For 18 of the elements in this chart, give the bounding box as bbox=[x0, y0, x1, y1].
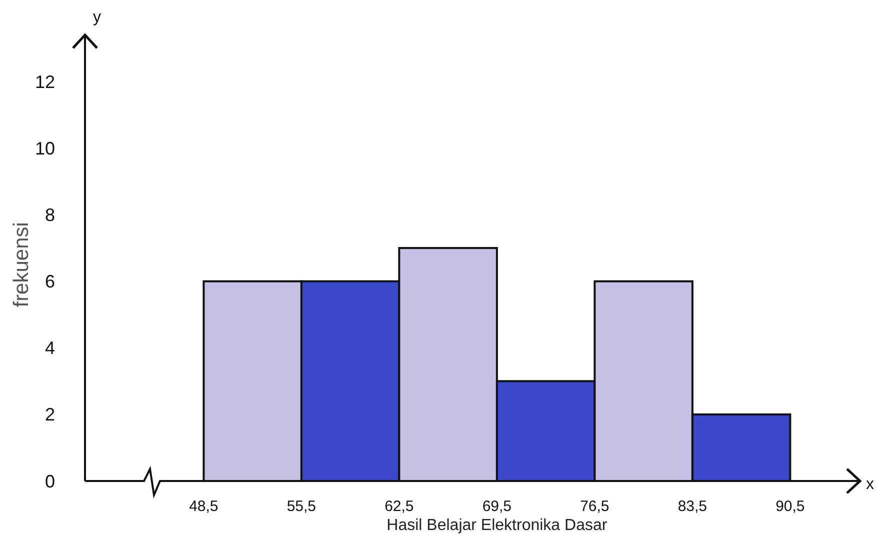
text: y bbox=[93, 9, 101, 26]
y-tick-label: 12 bbox=[34, 72, 55, 92]
x-tick-label: 69,5 bbox=[482, 498, 512, 515]
y-axis-title: frekuensi bbox=[10, 222, 33, 308]
x-tick-label: 62,5 bbox=[384, 498, 414, 515]
x-tick-label: 83,5 bbox=[678, 498, 708, 515]
x-tick-label: 55,5 bbox=[286, 498, 316, 515]
y-tick-label: 6 bbox=[44, 272, 55, 292]
text: x bbox=[866, 476, 874, 493]
y-tick-label: 2 bbox=[44, 404, 55, 425]
y-tick-label: 0 bbox=[44, 471, 55, 492]
x-tick-label: 76,5 bbox=[580, 498, 610, 515]
y-tick-label: 10 bbox=[34, 138, 55, 158]
y-tick-label: 4 bbox=[44, 338, 55, 358]
x-axis-title: Hasil Belajar Elektronika Dasar bbox=[386, 517, 608, 534]
y-tick-label: 8 bbox=[44, 205, 55, 226]
x-tick-label: 48,5 bbox=[189, 498, 218, 515]
x-tick-label: 90,5 bbox=[776, 498, 805, 515]
